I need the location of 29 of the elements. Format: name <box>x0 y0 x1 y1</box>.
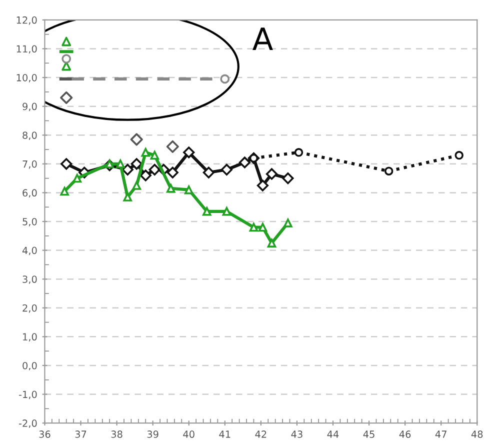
x-tick-label: 47 <box>435 430 446 438</box>
x-tick-label: 38 <box>111 430 122 438</box>
y-tick-label: 2,0 <box>22 304 37 313</box>
y-tick-label: -2,0 <box>18 420 37 428</box>
y-tick-label: 12,0 <box>16 16 37 25</box>
y-tick-label: 3,0 <box>22 276 37 284</box>
x-tick-label: 44 <box>327 430 339 438</box>
x-tick-label: 41 <box>219 430 230 438</box>
y-tick-label: 0,0 <box>22 362 37 370</box>
x-tick-label: 46 <box>399 430 411 438</box>
y-tick-label: 6,0 <box>22 189 37 198</box>
y-tick-label: 11,0 <box>16 45 37 54</box>
y-tick-label: 10,0 <box>16 74 37 82</box>
x-tick-label: 40 <box>183 430 194 438</box>
x-tick-label: 42 <box>255 430 266 438</box>
y-tick-label: 7,0 <box>22 160 37 169</box>
y-tick-label: 9,0 <box>22 102 37 112</box>
x-tick-label: 45 <box>363 430 374 438</box>
x-tick-label: 39 <box>147 430 158 438</box>
x-tick-label: 43 <box>291 430 302 438</box>
annotation: A <box>252 28 273 50</box>
y-tick-label: 8,0 <box>22 132 37 140</box>
y-tick-label: 5,0 <box>22 218 37 226</box>
y-tick-label: 1,0 <box>23 333 37 342</box>
y-tick-label: 4,0 <box>22 246 37 256</box>
x-tick-label: 36 <box>39 430 50 438</box>
x-tick-label: 37 <box>75 430 86 438</box>
x-tick-label: 48 <box>471 430 483 438</box>
y-tick-label: -1,0 <box>18 390 37 400</box>
